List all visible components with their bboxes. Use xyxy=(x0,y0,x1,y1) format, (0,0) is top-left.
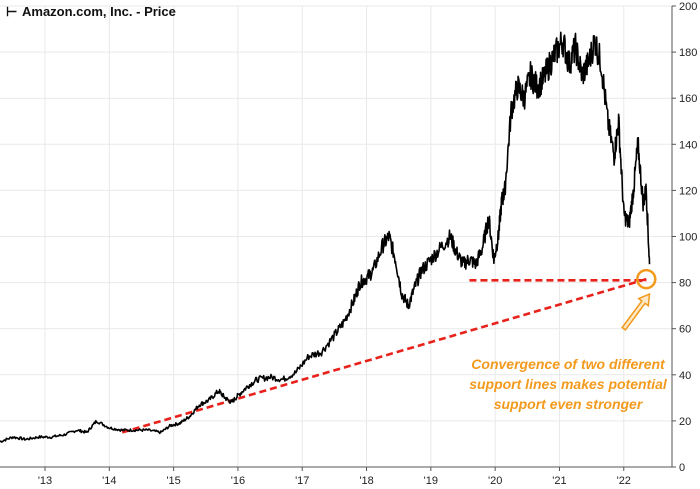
x-tick-label: '17 xyxy=(295,475,309,487)
chart-title: Amazon.com, Inc. - Price xyxy=(22,4,176,19)
y-tick-label: 160 xyxy=(679,93,697,105)
series xyxy=(0,31,651,443)
y-tick-label: 140 xyxy=(679,139,697,151)
convergence-circle xyxy=(636,268,657,290)
x-tick-label: '22 xyxy=(617,475,631,487)
x-tick-labels: '13 '14 '15 '16 '17 '18 '19 '20 '21 '22 xyxy=(38,467,631,487)
x-tick-label: '14 xyxy=(102,475,116,487)
x-tick-label: '13 xyxy=(38,475,52,487)
grid xyxy=(0,5,672,467)
y-tick-label: 60 xyxy=(679,324,691,336)
y-tick-label: 40 xyxy=(679,370,691,382)
annotation-arrow-icon xyxy=(621,292,651,331)
annotation-line-2: support lines makes potential xyxy=(469,376,668,392)
y-tick-label: 120 xyxy=(679,185,697,197)
support-lines xyxy=(121,277,647,434)
annotations xyxy=(621,268,657,331)
price-series-line xyxy=(0,31,651,443)
rising-support-line xyxy=(121,277,647,434)
x-tick-label: '19 xyxy=(424,475,438,487)
y-tick-label: 180 xyxy=(679,47,697,59)
x-tick-label: '16 xyxy=(231,475,245,487)
chart-header: ⊢ Amazon.com, Inc. - Price xyxy=(6,4,176,19)
annotation-line-3: support even stronger xyxy=(494,396,644,412)
annotation-text: Convergence of two different support lin… xyxy=(469,356,668,412)
x-tick-label: '21 xyxy=(552,475,566,487)
y-tick-label: 100 xyxy=(679,232,697,244)
y-tick-label: 80 xyxy=(679,278,691,290)
y-tick-label: 0 xyxy=(679,462,685,474)
y-tick-label: 200 xyxy=(679,1,697,13)
x-tick-label: '18 xyxy=(359,475,373,487)
annotation-line-1: Convergence of two different xyxy=(471,356,666,372)
x-tick-label: '15 xyxy=(166,475,180,487)
y-tick-label: 20 xyxy=(679,416,691,428)
x-tick-label: '20 xyxy=(488,475,502,487)
y-tick-labels: 0 20 40 60 80 100 120 140 160 180 200 xyxy=(672,1,697,474)
bar-icon: ⊢ xyxy=(6,4,17,19)
